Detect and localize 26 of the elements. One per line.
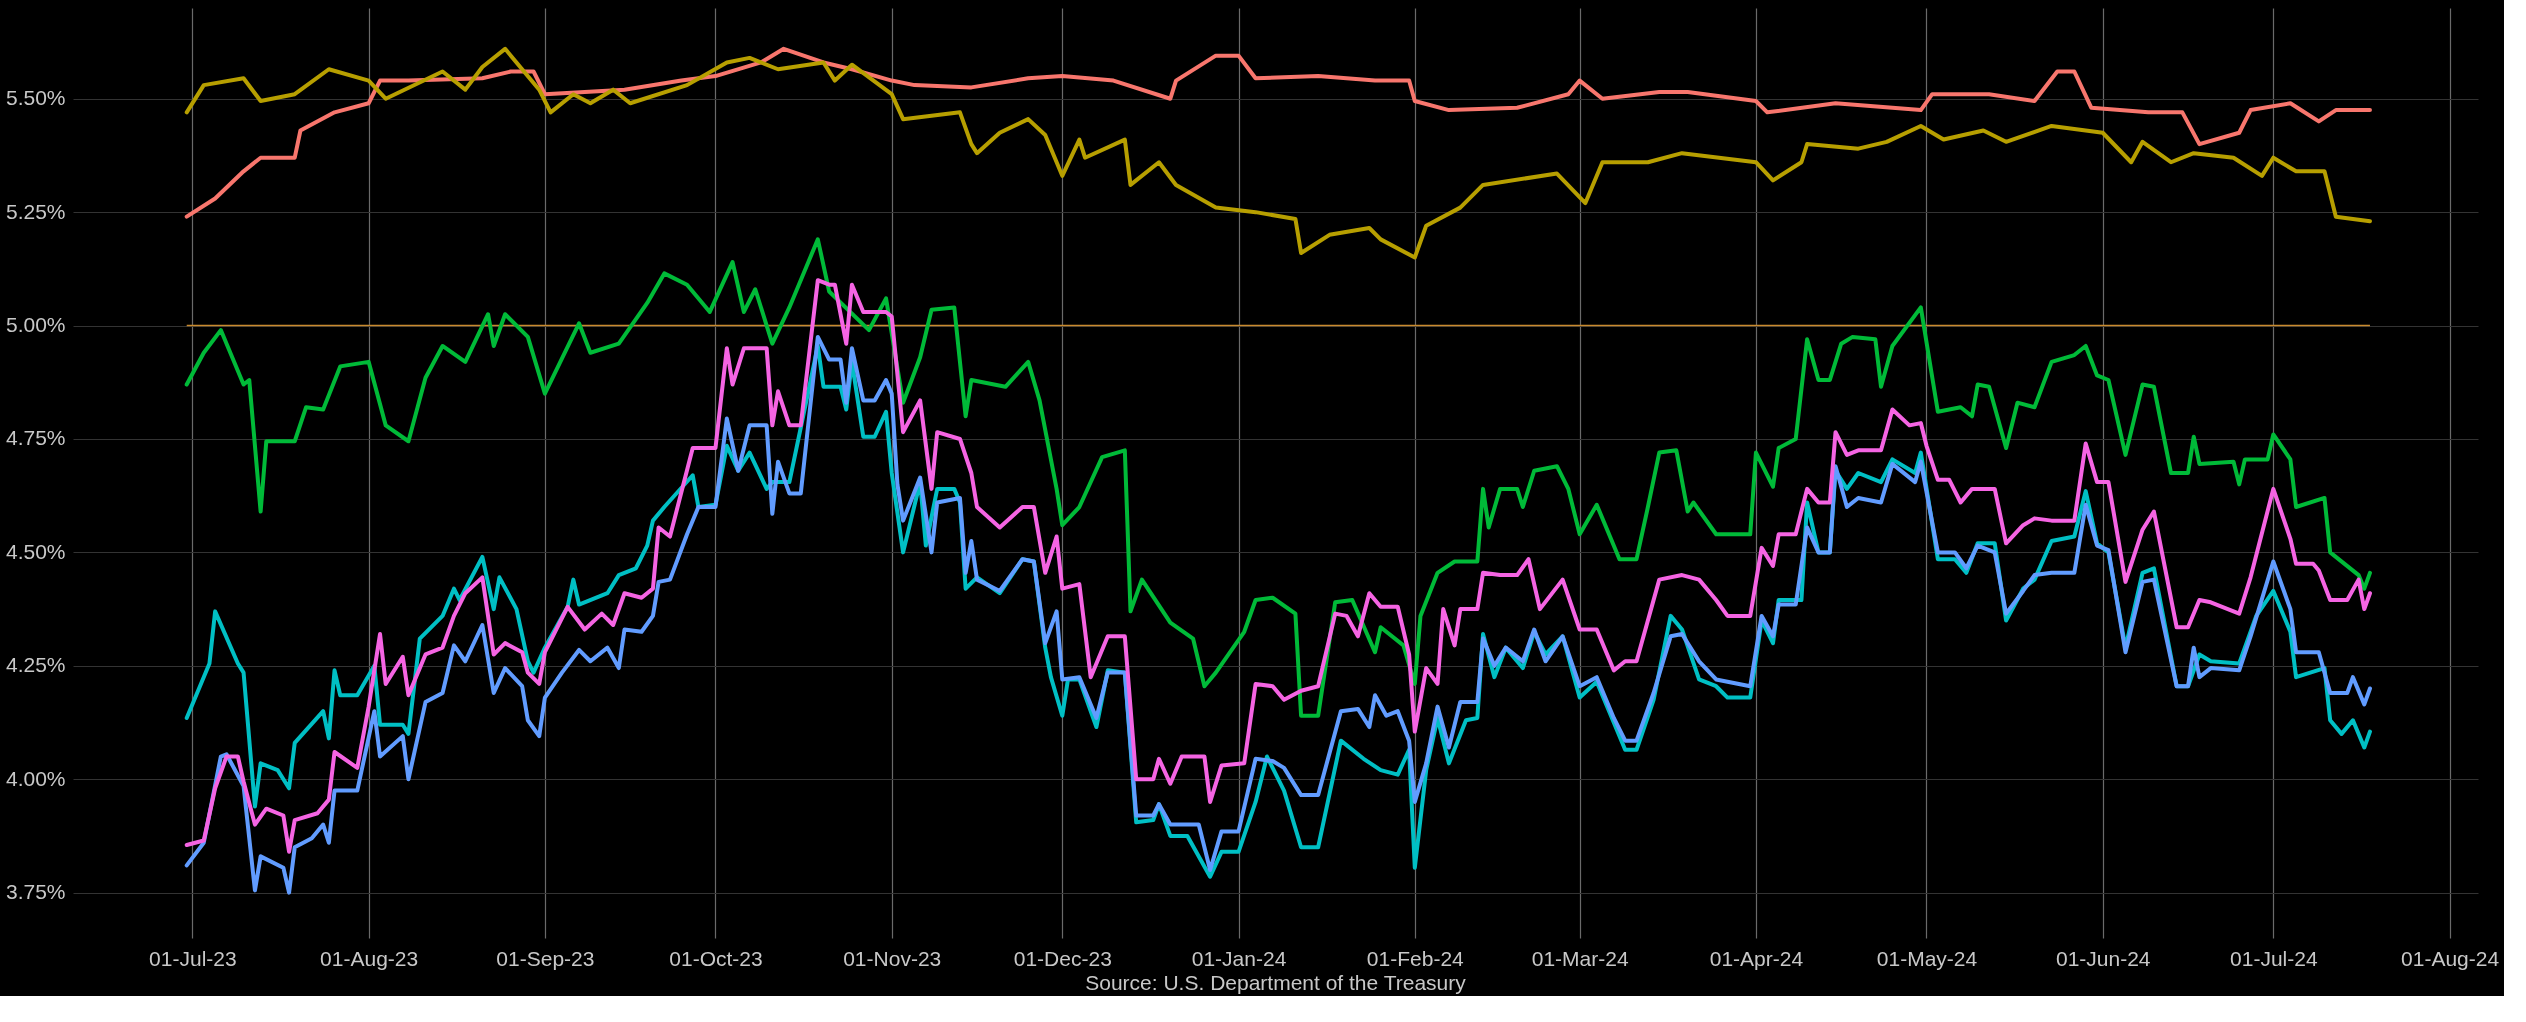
y-tick-label: 5.25% [5,199,66,223]
y-tick-label: 4.50% [5,539,66,563]
x-tick-label: 01-Aug-24 [2401,946,2500,970]
x-tick-label: 01-Nov-23 [843,946,942,970]
y-tick-label: 5.50% [5,86,66,110]
x-tick-label: 01-Jul-24 [2230,946,2318,970]
x-tick-label: 01-Jan-24 [1191,946,1287,970]
y-tick-label: 3.75% [5,880,66,904]
source-note: Source: U.S. Department of the Treasury [1085,971,1467,994]
x-tick-label: 01-Sep-23 [496,946,595,970]
x-tick-label: 01-Aug-23 [320,946,419,970]
x-tick-label: 01-Mar-24 [1531,946,1629,970]
line-series [184,46,2372,260]
y-tick-label: 4.00% [5,766,66,790]
x-tick-label: 01-Feb-24 [1366,946,1465,970]
x-tick-label: 01-May-24 [1876,946,1978,970]
line-series [184,237,2372,718]
x-tick-label: 01-Apr-24 [1709,946,1804,970]
y-tick-label: 4.25% [5,653,66,677]
x-tick-label: 01-Jun-24 [2055,946,2151,970]
x-tick-label: 01-Dec-23 [1013,946,1112,970]
x-tick-label: 01-Jul-23 [149,946,237,970]
y-tick-label: 4.75% [5,426,66,450]
x-tick-label: 01-Oct-23 [669,946,763,970]
y-tick-label: 5.00% [5,313,66,337]
line-series [184,46,2372,219]
